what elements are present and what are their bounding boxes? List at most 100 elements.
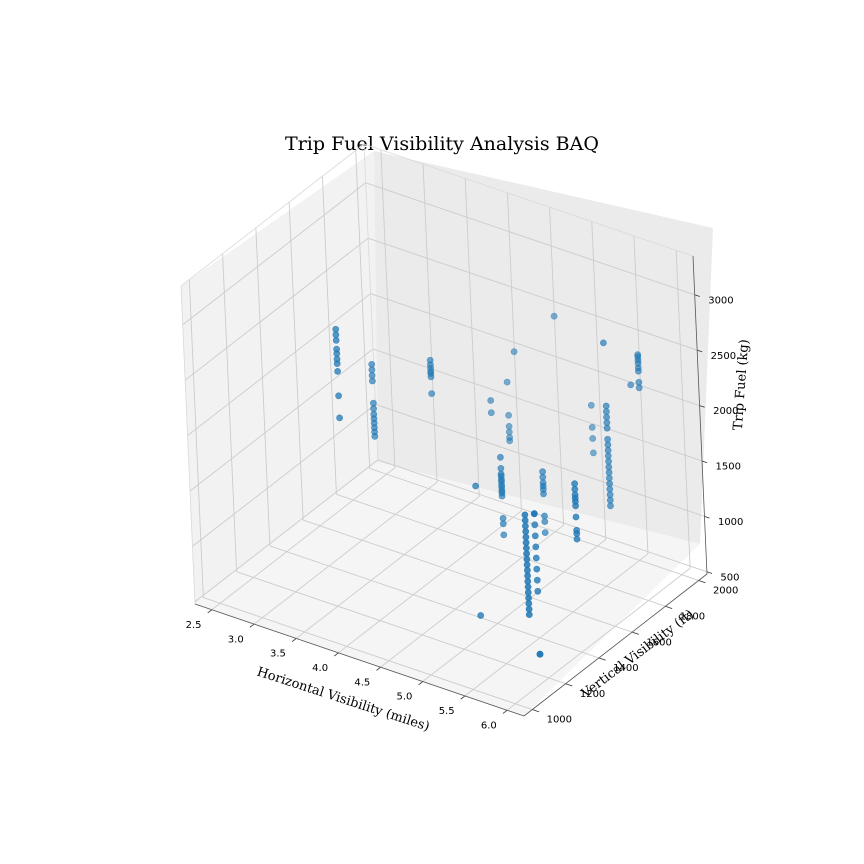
pane-floor xyxy=(195,462,700,716)
z-tick-mark xyxy=(706,571,713,574)
x-axis-line xyxy=(194,603,525,717)
data-point xyxy=(368,377,376,385)
x-tick-mark xyxy=(207,609,213,614)
z-gridline-left xyxy=(189,348,374,492)
z-tick-mark xyxy=(704,516,710,519)
data-point xyxy=(635,384,643,392)
tick-labels: 2.5 3.0 3.5 4.0 4.5 5.0 5.5 6.0 1000 1200 1400 1600… xyxy=(186,295,744,731)
y-tick-label: 1400 xyxy=(613,663,638,674)
z-gridline-left xyxy=(194,459,379,603)
pane-edge xyxy=(180,143,365,287)
x-gridline-back xyxy=(549,207,565,526)
y-tick-label: 1800 xyxy=(680,611,705,622)
data-point xyxy=(523,544,530,552)
x-gridline-floor xyxy=(506,567,691,711)
data-point xyxy=(587,401,595,409)
x-gridline-back xyxy=(380,149,396,468)
data-point xyxy=(368,366,376,374)
z-gridline-left xyxy=(182,182,366,326)
data-point xyxy=(541,529,549,536)
y-gridline-left xyxy=(288,202,304,521)
y-gridline-floor xyxy=(336,493,666,607)
pane-edge xyxy=(180,285,196,605)
data-point xyxy=(589,435,597,442)
data-point xyxy=(505,422,513,430)
data-point xyxy=(572,513,580,521)
data-point xyxy=(533,576,541,584)
data-point xyxy=(498,492,506,500)
z-tick-mark xyxy=(699,405,705,408)
data-point xyxy=(524,583,532,591)
y-tick-label: 1600 xyxy=(646,637,671,648)
z-tick-mark xyxy=(694,294,700,297)
data-point xyxy=(532,543,540,551)
data-points xyxy=(332,312,643,658)
chart-title: Trip Fuel Visibility Analysis BAQ xyxy=(285,133,599,155)
data-point xyxy=(525,611,533,618)
data-point xyxy=(539,473,547,481)
y-tick-label: 1200 xyxy=(580,689,605,700)
data-point xyxy=(427,373,435,381)
data-point xyxy=(635,367,642,375)
z-tick-label: 1500 xyxy=(716,462,741,473)
data-point xyxy=(336,414,343,422)
x-tick-mark xyxy=(291,638,297,643)
data-point xyxy=(606,485,614,493)
data-point xyxy=(506,437,514,445)
data-point xyxy=(523,555,531,563)
data-point xyxy=(333,360,341,367)
x-gridline-floor xyxy=(422,539,607,682)
data-point xyxy=(371,432,379,440)
y-tick-mark xyxy=(698,580,706,584)
y-tick-label: 2000 xyxy=(713,586,738,597)
data-point xyxy=(500,531,508,539)
x-tick-mark xyxy=(376,666,381,671)
data-point xyxy=(603,424,611,432)
data-point xyxy=(573,535,581,543)
y-tick-label: 1000 xyxy=(547,715,572,726)
z-tick-label: 2500 xyxy=(711,351,736,362)
data-point xyxy=(541,518,549,525)
data-point xyxy=(602,402,610,410)
data-point xyxy=(606,496,614,504)
z-tick-label: 3000 xyxy=(708,295,733,306)
pane-edge xyxy=(363,143,694,257)
data-point xyxy=(505,411,512,419)
y-gridline-floor xyxy=(236,571,566,685)
data-point xyxy=(499,520,507,528)
y-gridline-left xyxy=(355,150,371,469)
y-tick-mark xyxy=(565,683,573,687)
data-point xyxy=(370,405,377,413)
data-point xyxy=(627,381,635,389)
pane-back xyxy=(374,151,713,544)
y-tick-mark xyxy=(598,657,606,661)
data-point xyxy=(332,336,340,344)
x-gridline-floor xyxy=(211,467,396,611)
x-tick-mark xyxy=(334,652,339,657)
data-point xyxy=(605,457,612,465)
x-tick-label: 4.5 xyxy=(354,677,370,688)
data-point xyxy=(428,390,436,397)
data-point xyxy=(550,312,558,320)
data-point xyxy=(605,469,613,476)
z-tick-mark xyxy=(701,460,708,464)
x-tick-label: 5.0 xyxy=(397,692,413,703)
x-tick-label: 6.0 xyxy=(481,720,497,731)
data-point xyxy=(487,409,495,417)
z-gridline-back xyxy=(375,403,705,517)
data-point xyxy=(334,367,341,375)
pane-left xyxy=(181,151,378,604)
data-point xyxy=(540,490,547,498)
data-point xyxy=(510,348,518,356)
data-point xyxy=(531,532,539,540)
data-point xyxy=(571,480,578,488)
data-point xyxy=(332,331,340,339)
z-axis-line xyxy=(692,255,708,575)
z-gridline-left xyxy=(187,293,371,436)
data-point xyxy=(532,554,540,562)
z-axis-label: Trip Fuel (kg) xyxy=(731,339,752,431)
y-tick-mark xyxy=(532,709,540,713)
x-gridline-floor xyxy=(464,553,649,697)
data-point xyxy=(335,392,342,400)
